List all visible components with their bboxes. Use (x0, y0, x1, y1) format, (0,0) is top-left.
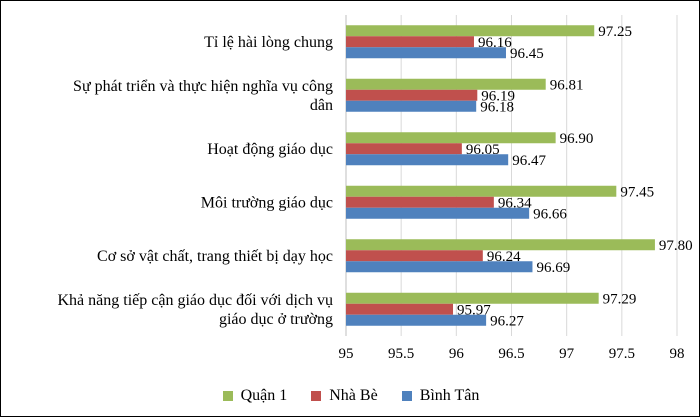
bar-nhà-bè (346, 36, 474, 48)
x-tick-label: 98 (670, 346, 685, 362)
legend-item: Nhà Bè (311, 387, 378, 405)
category-label: Khả năng tiếp cận giáo dục đối với dịch … (58, 292, 334, 309)
bar-bình-tân (346, 154, 509, 166)
bar-bình-tân (346, 261, 533, 273)
category-label: Tỉ lệ hài lòng chung (204, 34, 333, 51)
data-label: 96.05 (466, 142, 500, 158)
data-label: 96.66 (533, 206, 567, 222)
bar-quận-1 (346, 185, 617, 197)
data-label: 96.34 (498, 195, 532, 211)
x-tick-label: 96 (449, 346, 465, 362)
bar-quận-1 (346, 132, 556, 144)
data-label: 97.29 (603, 291, 637, 307)
x-tick-label: 95 (339, 346, 354, 362)
data-label: 96.81 (550, 77, 584, 93)
data-label: 96.45 (510, 46, 544, 62)
legend-swatch (401, 391, 412, 401)
bar-bình-tân (346, 207, 530, 219)
bar-bình-tân (346, 47, 506, 59)
legend-label: Nhà Bè (329, 387, 378, 404)
data-label: 97.25 (598, 24, 632, 40)
x-tick-labels: 95 95.5 96 96.5 97 97.5 98 (339, 346, 685, 362)
category-label: giáo dục ở trường (219, 311, 333, 328)
data-label: 96.47 (512, 153, 546, 169)
category-label: Môi trường giáo dục (201, 194, 333, 211)
category-label: dân (310, 97, 333, 114)
bar-quận-1 (346, 78, 546, 90)
gridlines (345, 15, 678, 336)
category-label: Hoạt động giáo dục (207, 141, 333, 158)
bars (346, 25, 655, 326)
legend: Quận 1 Nhà Bè Bình Tân (1, 384, 700, 408)
bar-nhà-bè (346, 303, 454, 315)
bar-quận-1 (346, 292, 599, 304)
bar-nhà-bè (346, 250, 483, 262)
data-label: 96.24 (487, 249, 521, 265)
bar-quận-1 (346, 239, 655, 251)
bar-nhà-bè (346, 196, 494, 208)
data-label: 96.19 (481, 88, 515, 104)
x-tick-label: 97.5 (609, 346, 635, 362)
legend-label: Bình Tân (419, 387, 480, 404)
data-label: 97.45 (620, 184, 654, 200)
legend-swatch (311, 391, 322, 401)
x-tick-label: 97 (559, 346, 575, 362)
data-label: 96.18 (480, 99, 514, 115)
x-tick-label: 96.5 (498, 346, 524, 362)
bar-nhà-bè (346, 143, 462, 155)
data-label: 97.80 (659, 238, 693, 254)
data-label: 96.69 (536, 260, 570, 276)
legend-swatch (222, 391, 233, 401)
category-labels: Tỉ lệ hài lòng chung Sự phát triển và thự… (58, 34, 334, 328)
data-label: 96.27 (490, 313, 524, 329)
bar-quận-1 (346, 25, 595, 37)
bar-bình-tân (346, 314, 487, 326)
data-label: 96.16 (478, 35, 512, 51)
data-label: 96.90 (560, 131, 594, 147)
legend-item: Quận 1 (222, 387, 288, 405)
x-tick-label: 95.5 (388, 346, 414, 362)
bar-nhà-bè (346, 89, 478, 101)
legend-item: Bình Tân (401, 387, 480, 405)
data-label: 95.97 (457, 302, 491, 318)
legend-label: Quận 1 (240, 387, 288, 404)
category-label: Sự phát triển và thực hiện nghĩa vụ công (73, 78, 333, 95)
category-label: Cơ sở vật chất, trang thiết bị dạy học (97, 248, 333, 265)
bar-bình-tân (346, 100, 477, 112)
